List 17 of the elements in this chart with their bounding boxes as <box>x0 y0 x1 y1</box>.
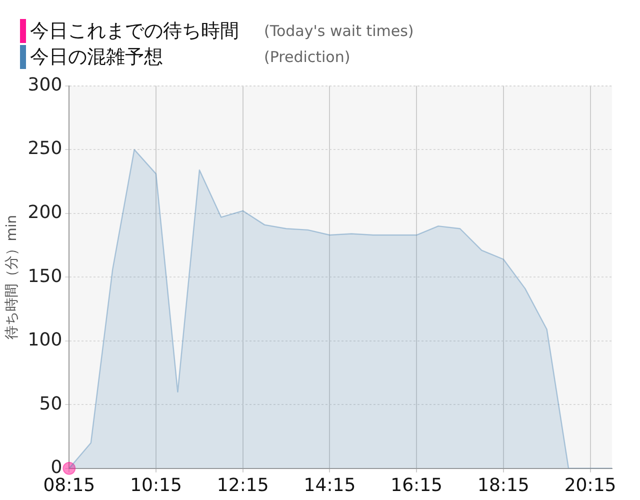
y-axis-title: 待ち時間（分）min <box>4 214 20 340</box>
x-tick-label: 14:15 <box>304 474 356 496</box>
y-tick-label: 200 <box>28 202 62 224</box>
x-tick-label: 20:15 <box>564 474 616 496</box>
x-tick-label: 18:15 <box>477 474 530 496</box>
x-tick-label: 12:15 <box>216 474 269 496</box>
text: (Prediction) <box>264 48 350 66</box>
text: (Today's wait times) <box>264 22 414 40</box>
y-tick-label: 150 <box>28 266 62 287</box>
legend-label: 今日これまでの待ち時間 <box>30 19 240 44</box>
x-tick-label: 16:15 <box>390 474 443 496</box>
y-tick-label: 100 <box>28 330 62 351</box>
y-tick-label: 250 <box>28 138 62 160</box>
y-tick-label: 50 <box>39 393 62 414</box>
y-tick-label: 300 <box>28 74 62 96</box>
legend-label: 今日の混雑予想 <box>30 45 164 70</box>
x-tick-label: 10:15 <box>130 474 182 496</box>
